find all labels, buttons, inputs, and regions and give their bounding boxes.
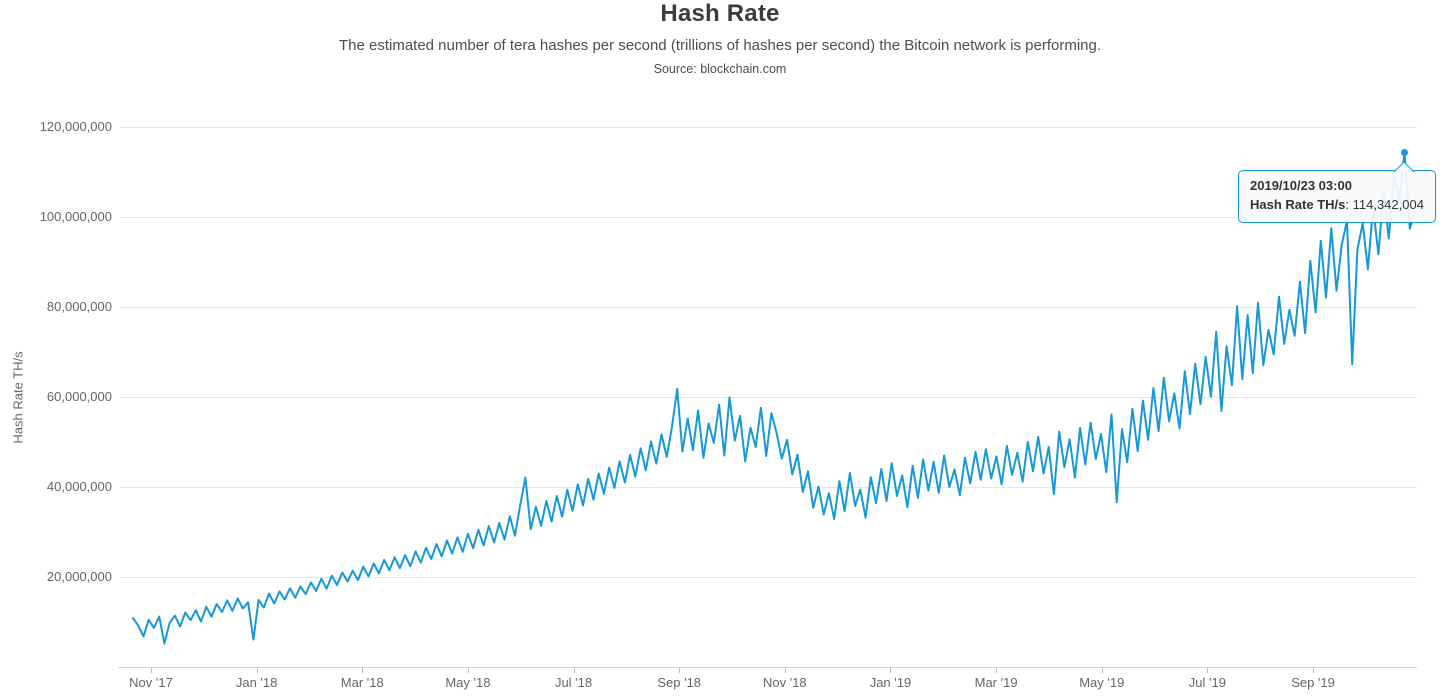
x-axis-tick-label: Mar '18 [340, 675, 384, 690]
tooltip-series-label: Hash Rate TH/s [1250, 196, 1346, 212]
tooltip-value: 114,342,004 [1352, 196, 1424, 212]
tooltip-separator: : [1345, 196, 1353, 212]
x-axis-tick-label: Jul '18 [554, 675, 593, 690]
y-axis-tick-label: 100,000,000 [39, 209, 112, 224]
y-axis-tick-label: 40,000,000 [46, 479, 112, 494]
y-axis-tick-label: 60,000,000 [46, 389, 112, 404]
tooltip-date: 2019/10/23 03:00 [1250, 178, 1352, 193]
x-axis-tick-label: Sep '18 [657, 675, 702, 690]
x-axis-tick-label: Jul '19 [1188, 675, 1226, 690]
tooltip-value-row: Hash Rate TH/s: 114,342,004 [1250, 196, 1424, 215]
chart-tooltip: 2019/10/23 03:00 Hash Rate TH/s: 114,342… [1238, 161, 1436, 223]
x-axis-tick-label: Sep '19 [1291, 675, 1335, 690]
chart-subtitle: The estimated number of tera hashes per … [338, 37, 1102, 54]
tooltip-pointer-icon [1393, 161, 1415, 172]
y-axis-tick-label: 80,000,000 [46, 299, 112, 314]
x-axis-tick-label: Jan '19 [869, 675, 912, 690]
chart-source: Source: blockchain.com [653, 62, 787, 76]
x-axis-tick-label: May '19 [1079, 675, 1125, 690]
x-axis-tick-label: Jan '18 [235, 675, 278, 690]
y-axis-tick-label: 20,000,000 [46, 569, 112, 584]
hash-rate-series-line[interactable] [132, 151, 1416, 645]
x-axis-tick-label: Mar '19 [974, 675, 1018, 690]
x-axis-tick-label: Nov '17 [129, 675, 173, 690]
hovered-point-marker[interactable] [1401, 149, 1408, 156]
chart-title: Hash Rate [660, 0, 780, 27]
y-axis-tick-label: 120,000,000 [39, 119, 112, 134]
chart-header: Hash Rate The estimated number of tera h… [0, 0, 1440, 76]
x-axis-tick-label: May '18 [445, 675, 491, 690]
x-axis-tick-label: Nov '18 [762, 675, 807, 690]
